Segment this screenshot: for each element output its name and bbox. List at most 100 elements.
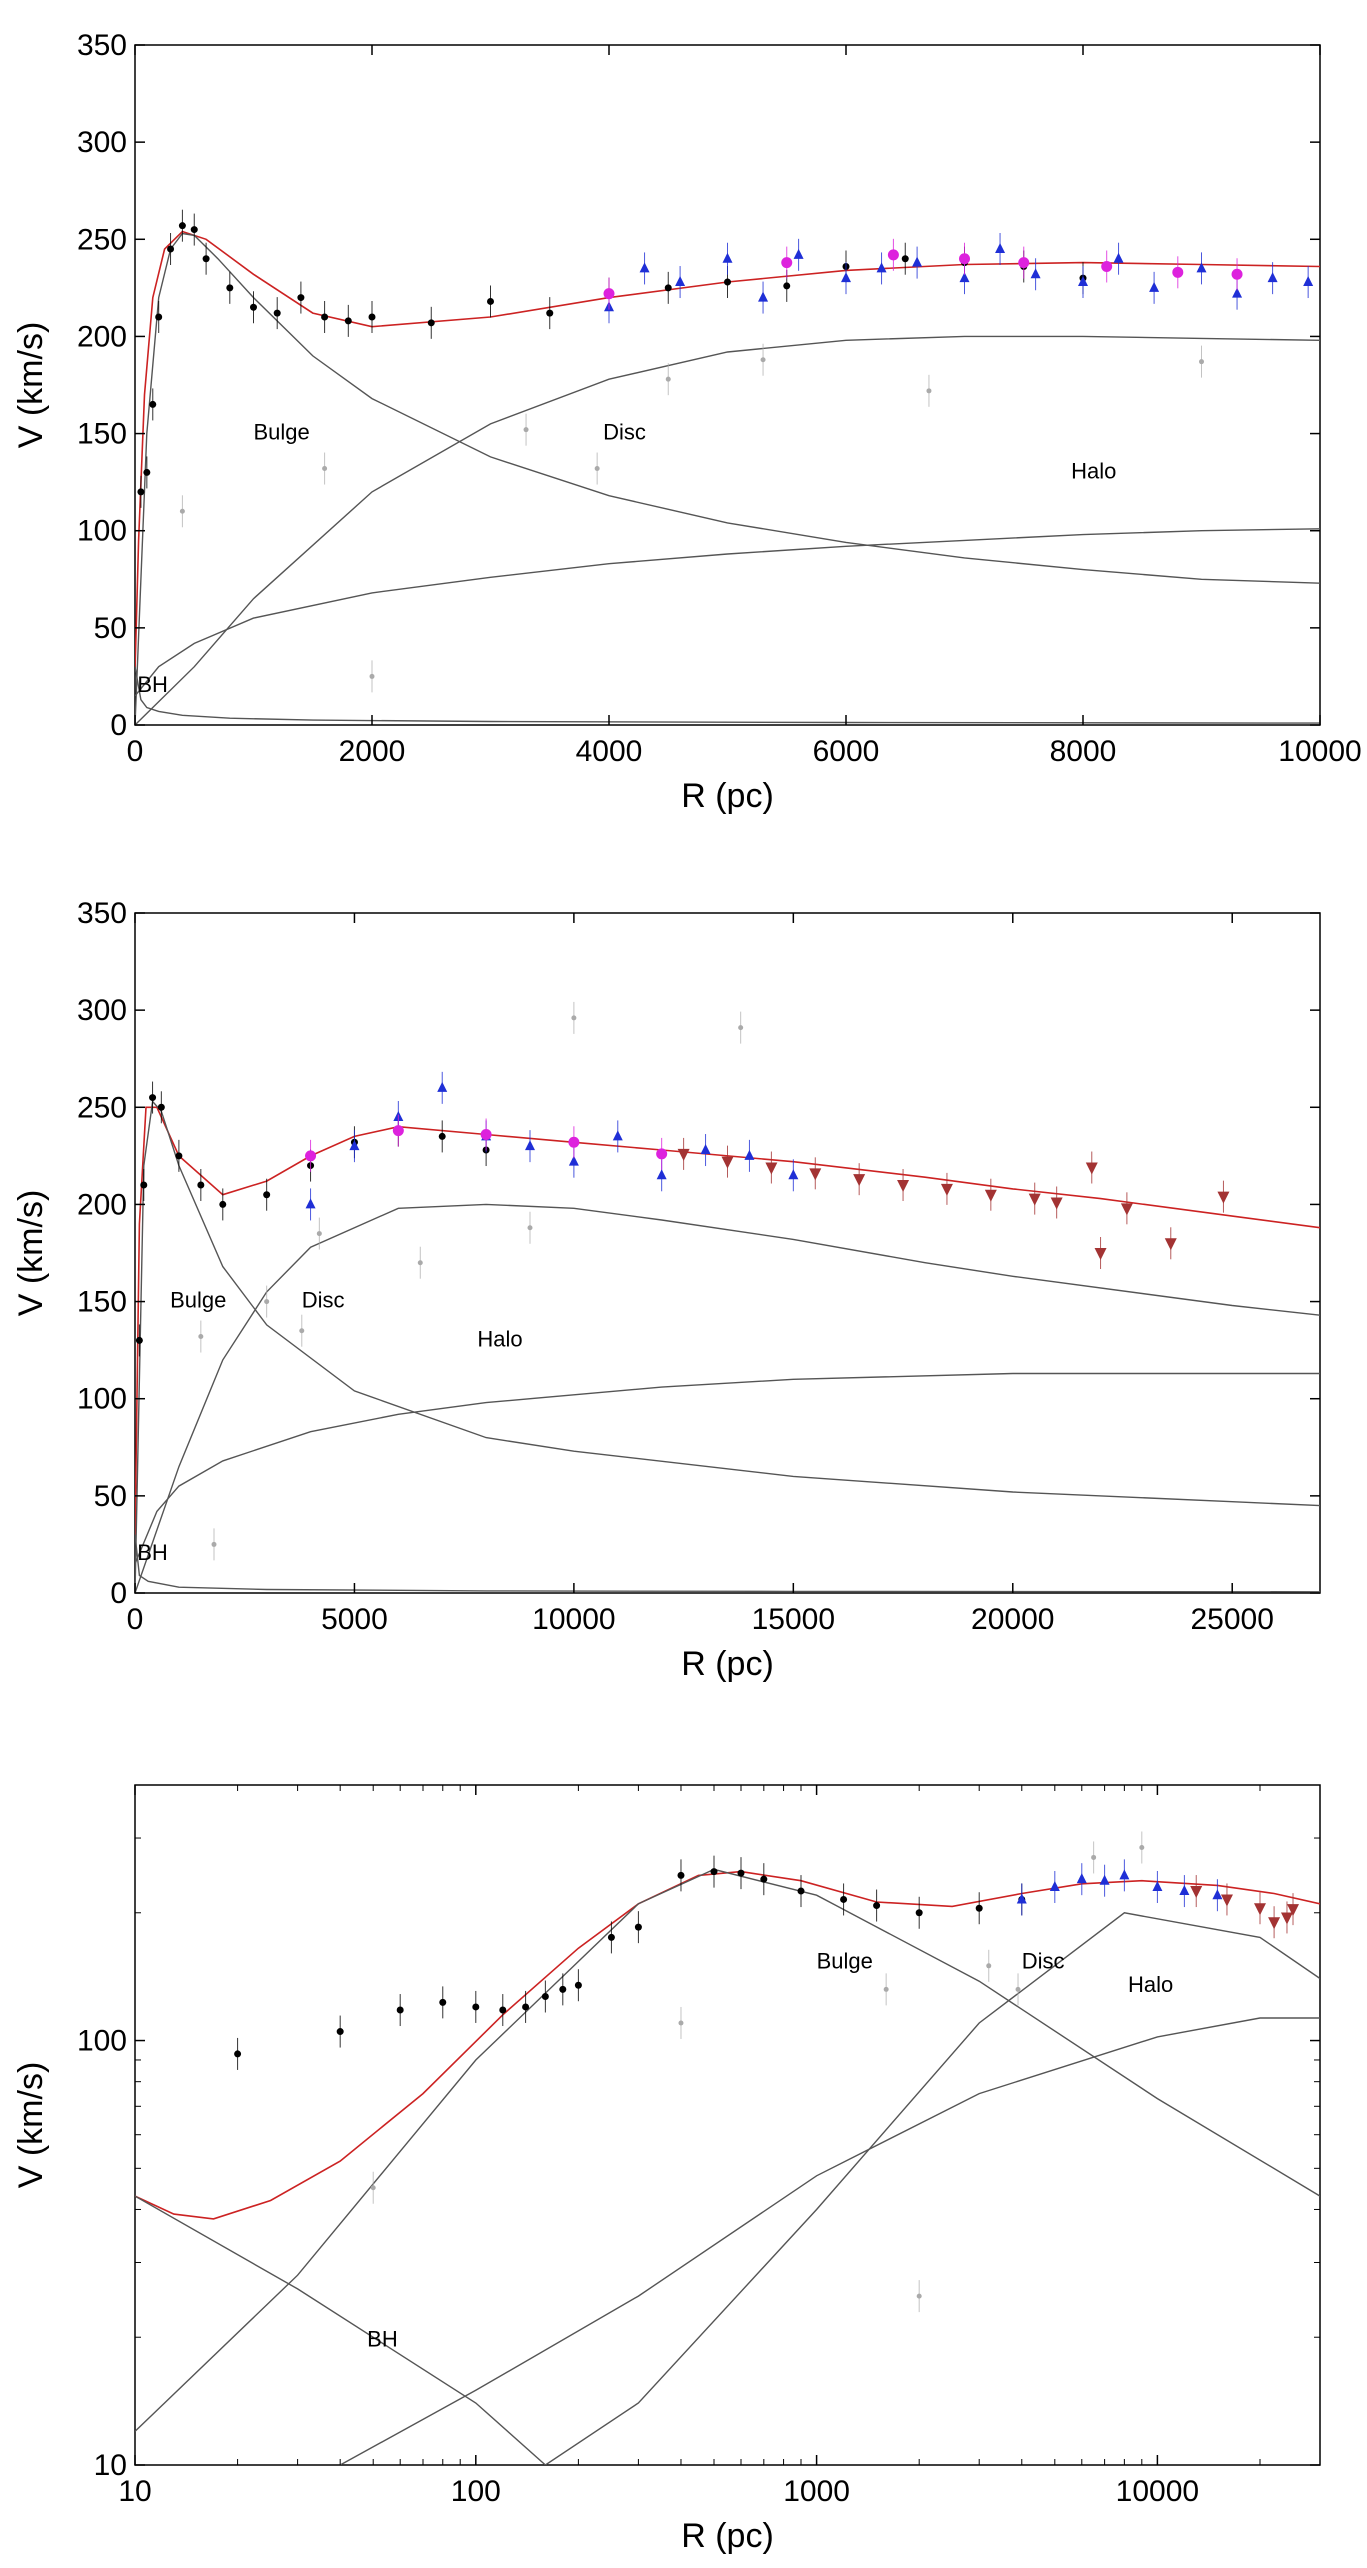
chart-1-series-magenta-data-point [392,1125,404,1137]
chart-1-series-grey-data-point [198,1334,204,1340]
chart-1-series-inner-data-black-point [175,1152,183,1160]
chart-0-series-magenta-data-point [1018,257,1030,269]
chart-2-series-inner-data-black-point [760,1875,768,1883]
chart-2-series-grey-data-point [916,2293,922,2299]
chart-0-series-grey-data-point [523,427,529,433]
chart-0-xlabel: R (pc) [681,777,774,815]
chart-2-xtick-label: 100 [451,2475,501,2508]
chart-2-series-inner-data-black-point [840,1895,848,1903]
chart-0-xtick-label: 6000 [813,735,880,768]
chart-2-series-inner-data-black-point [336,2028,344,2036]
chart-0-series-blue-data-point [758,291,769,302]
chart-2-series-inner-data-black-point [541,1992,549,2000]
chart-1-series-blue-data-point [349,1140,360,1151]
chart-0-series-inner-data-black-point [137,488,145,496]
chart-2-label-bulge: Bulge [817,1948,873,1973]
chart-1-series-dark-red-data-point [1050,1197,1063,1210]
chart-0-series-grey-data-point [926,388,932,394]
chart-2-series-blue-data-point [1099,1874,1110,1885]
chart-0-series-inner-data-black-point [664,284,672,292]
chart-1-series-blue-data-point [656,1169,667,1180]
chart-1-series-inner-data-black-point [140,1181,148,1189]
chart-0-series-inner-data-black-point [250,303,257,311]
chart-1-series-blue-data-point [612,1130,623,1141]
chart-1-xtick-label: 0 [127,1603,144,1636]
chart-0-series-bulge-line [135,232,1320,725]
chart-1-series-magenta-data-point [568,1136,580,1148]
chart-1-series-dark-red-data-point [984,1189,997,1202]
chart-0-series-blue-data-point [639,262,650,273]
chart-0-series-blue-data-point [1267,272,1278,283]
chart-0-series-inner-data-black-point [202,255,210,263]
chart-0-series-inner-data-black-point [901,255,909,263]
chart-1-series-inner-data-black-point [197,1181,205,1189]
chart-2-series-grey-data-point [370,2185,376,2191]
chart-1-series-dark-red-data-point [677,1148,690,1161]
chart-0-series-blue-data-point [722,252,733,263]
chart-0-series-inner-data-black-point [368,313,376,321]
chart-0-ylabel: V (km/s) [12,322,50,449]
chart-1-series-inner-data-black-point [438,1132,446,1140]
chart-1-label-disc: Disc [302,1287,345,1312]
chart-0-series-inner-data-black-point [427,319,435,327]
chart-1-series-grey-data-point [527,1225,533,1231]
chart-0-series-inner-data-black-point [178,222,186,230]
chart-0-series-bh-line [135,666,1320,724]
chart-1-series-blue-data-point [788,1169,799,1180]
chart-2-series-disc-line [545,1912,1320,2465]
chart-1-series-inner-data-black-point [157,1103,165,1111]
chart-0-series-inner-data-black-point [273,309,281,317]
chart-1-series-magenta-data-point [656,1148,668,1160]
chart-2-ytick-label: 10 [94,2449,127,2482]
chart-1-ylabel: V (km/s) [12,1190,50,1317]
chart-0-series-inner-data-black-point [167,245,175,253]
chart-1-series-grey-data-point [264,1299,270,1305]
chart-2-xtick-label: 1000 [783,2475,850,2508]
chart-2-series-inner-data-black-point [975,1904,983,1912]
chart-1-series-inner-data-black-point [149,1094,157,1102]
chart-0-series-inner-data-black-point [487,297,494,305]
chart-0-label-bulge: Bulge [254,419,310,444]
chart-0-series-grey-data-point [665,376,671,382]
chart-1-series-dark-red-data-point [1217,1191,1230,1204]
chart-0-series-grey-data-point [322,466,328,472]
chart-1-series-halo-line [135,1372,1320,1565]
chart-2-series-grey-data-point [678,2020,684,2026]
chart-2-ylabel: V (km/s) [12,2062,50,2189]
chart-0-series-inner-data-black-point [344,317,352,325]
chart-2-xlabel: R (pc) [681,2517,774,2555]
chart-1-series-blue-data-point [305,1198,316,1209]
chart-0-series-magenta-data-point [1101,260,1113,272]
chart-0-series-magenta-data-point [1172,266,1184,278]
chart-0-ytick-label: 200 [77,320,127,353]
chart-0-series-blue-data-point [675,276,686,287]
chart-1-series-magenta-data-point [305,1150,317,1162]
chart-2-series-inner-data-black-point [234,2050,242,2058]
chart-2-series-inner-data-black-point [677,1871,685,1879]
chart-2-series-inner-data-black-point [797,1887,805,1895]
chart-1-ytick-label: 150 [77,1286,127,1319]
chart-1-series-dark-red-data-point [1094,1248,1107,1260]
chart-2-series-blue-data-point [1179,1885,1190,1896]
chart-0-xtick-label: 2000 [339,735,406,768]
chart-1-xlabel: R (pc) [681,1645,774,1683]
chart-0-ytick-label: 100 [77,515,127,548]
chart-2-series-dark-red-data-point [1280,1912,1293,1925]
chart-0-series-inner-data-black-point [149,400,157,408]
chart-0-series-grey-data-point [369,673,375,679]
chart-0-series-magenta-data-point [959,253,970,265]
chart-1-series-bulge-line [135,1099,1320,1593]
chart-2-series-dark-red-data-point [1268,1917,1281,1930]
chart-2-data-area [135,1831,1320,2465]
chart-1-series-dark-red-data-point [809,1168,822,1181]
chart-0-series-inner-data-black-point [783,282,791,290]
chart-0-xtick-label: 8000 [1050,735,1117,768]
chart-1-ytick-label: 200 [77,1188,127,1221]
chart-0-series-blue-data-point [876,262,887,273]
chart-0-xtick-label: 4000 [576,735,643,768]
chart-2-xtick-label: 10000 [1116,2475,1199,2508]
chart-0-series-magenta-data-point [781,257,793,269]
chart-2-series-inner-data-black-point [737,1869,745,1877]
chart-2-series-inner-data-black-point [439,1998,447,2006]
chart-2-series-bulge-line [135,1868,1320,2432]
